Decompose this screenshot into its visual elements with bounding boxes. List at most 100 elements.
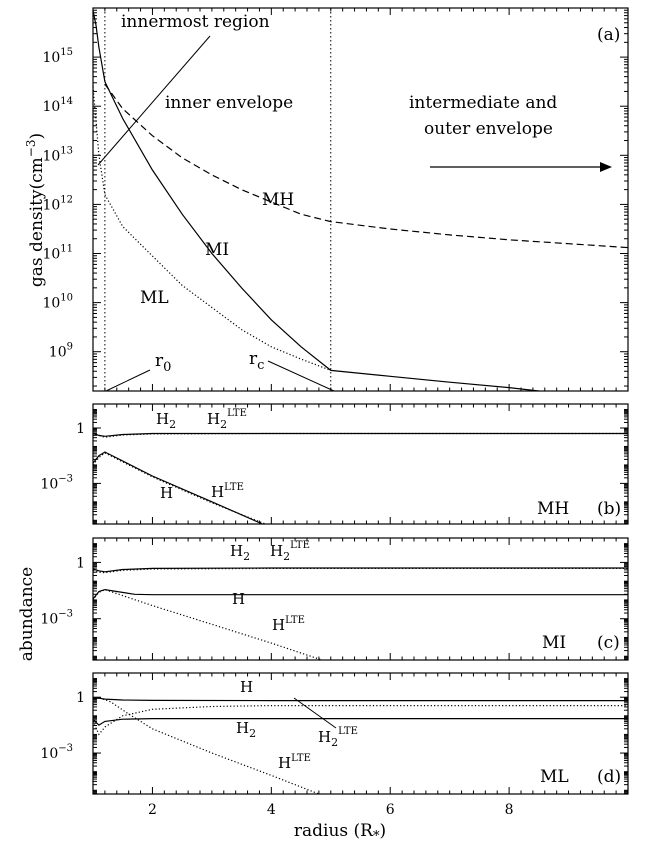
panel-d-ticks — [93, 673, 629, 794]
panel-d-label-HLTE-text: H — [278, 754, 291, 772]
series-label-MI: MI — [205, 240, 229, 260]
panel-d-label-HLTE: HLTE — [278, 753, 311, 772]
y-tick-label-exp: 12 — [60, 194, 73, 205]
panel-c-label-H2-sub: 2 — [243, 550, 250, 563]
panel-a-ylabel: gas density(cm−3) — [24, 133, 47, 287]
panel-b-label-H2LTE-text: H — [207, 410, 220, 428]
series-h-lte — [92, 696, 320, 795]
series-h2 — [92, 717, 628, 726]
y-tick-label-exp: −3 — [58, 473, 73, 484]
pointer-innermost — [97, 35, 211, 166]
x-axis-title: radius (R*) — [294, 821, 386, 844]
panel-b-label-H2-sub: 2 — [169, 418, 176, 431]
panel-d-label-H2LTE-sup: LTE — [338, 726, 358, 737]
y-tick-label-base: 10 — [42, 247, 60, 263]
series-mi — [92, 10, 539, 392]
panel-d-tick-labels: 1 10−3 2 4 6 8 — [40, 690, 513, 818]
panel-d-label-H2LTE-sub: 2 — [331, 736, 338, 749]
panel-b-label-H2LTE-sup: LTE — [227, 408, 247, 419]
y-tick-label-base: 10 — [42, 296, 60, 312]
panel-c-label-H2LTE: H2LTE — [270, 540, 310, 563]
series-h-lte — [92, 452, 266, 525]
panel-b-curves — [92, 432, 628, 525]
panel-b-label-H2LTE-sub: 2 — [220, 418, 227, 431]
panel-a-ticks — [93, 7, 629, 391]
x-tick-label: 4 — [267, 802, 276, 818]
panel-b-label-H2LTE: H2LTE — [207, 408, 247, 431]
panel-b-label-H2-text: H — [156, 410, 169, 428]
y-tick-label-exp: 10 — [60, 293, 73, 304]
panel-b-tick-labels: 1 10−3 — [40, 421, 85, 492]
panel-c-label-H2LTE-text: H — [270, 542, 283, 560]
panel-d-frame — [92, 672, 629, 795]
panel-d-label-H2-text: H — [236, 719, 249, 737]
x-axis-title-sub: * — [373, 829, 380, 844]
y-tick-label-exp: 14 — [60, 96, 73, 107]
y-tick-label-base: 10 — [42, 197, 60, 213]
series-h2-lte — [92, 567, 628, 574]
y-tick-label: 1013 — [42, 145, 73, 164]
y-tick-label: 109 — [49, 342, 73, 361]
panel-b: 110−3 (b) MH H2 H2LTE H HLTE — [40, 403, 629, 525]
x-tick-label: 8 — [505, 802, 514, 818]
panel-d-label: (d) — [597, 767, 621, 787]
series-h2 — [92, 432, 628, 437]
region-label-innermost: innermost region — [121, 12, 270, 32]
panel-b-label-HLTE-sup: LTE — [224, 482, 244, 493]
y-tick-label-exp: 15 — [60, 47, 73, 58]
series-h2-lte — [92, 704, 628, 736]
panel-a-curves — [92, 10, 629, 392]
y-tick-label-exp: 13 — [60, 145, 73, 156]
y-tick-label: 1012 — [42, 194, 73, 213]
y-tick-label: 1015 — [42, 47, 73, 66]
panel-b-label-HLTE: HLTE — [211, 482, 244, 501]
x-tick-label: 6 — [386, 802, 395, 818]
panel-a-label: (a) — [597, 25, 620, 45]
series-ml — [92, 86, 332, 371]
y-tick-label: 1 — [76, 555, 85, 571]
x-axis-title-close: ) — [379, 821, 386, 841]
panel-c-curves — [92, 567, 628, 661]
panel-b-frame — [92, 403, 629, 525]
panel-c-label-H2-text: H — [230, 542, 243, 560]
panel-a-frame — [92, 7, 629, 392]
y-tick-label: 10−3 — [40, 473, 73, 492]
panel-c-label-HLTE: HLTE — [272, 615, 305, 634]
panel-a-vlines — [104, 8, 332, 391]
panel-b-label: (b) — [597, 499, 621, 519]
panel-d-curves — [92, 696, 628, 795]
annotation-r0-text: r — [155, 351, 164, 371]
series-h — [92, 588, 628, 600]
series-label-MH: MH — [262, 190, 294, 210]
panel-b-label-H2: H2 — [156, 410, 176, 431]
panel-c-ylabel: abundance — [17, 567, 37, 661]
y-tick-label: 10−3 — [40, 743, 73, 762]
panel-c-model-label: MI — [542, 633, 566, 653]
series-mh — [104, 83, 629, 249]
y-tick-label-exp: 11 — [60, 244, 73, 255]
y-tick-label-base: 10 — [40, 476, 58, 492]
y-tick-label-exp: 9 — [67, 342, 73, 353]
y-tick-label: 1 — [76, 421, 85, 437]
panel-c-tick-labels: 1 10−3 — [40, 555, 85, 627]
panel-d-label-H2: H2 — [236, 719, 256, 740]
pointer-rc — [267, 360, 335, 392]
series-label-ML: ML — [140, 288, 169, 308]
panel-d-label-HLTE-sup: LTE — [291, 753, 311, 764]
series-h2 — [92, 567, 628, 573]
annotation-r0: r0 — [155, 351, 171, 375]
panel-c-label-H2: H2 — [230, 542, 250, 563]
annotation-rc: rc — [249, 349, 264, 373]
x-axis-title-text: radius (R — [294, 821, 374, 841]
region-label-inner: inner envelope — [165, 93, 293, 113]
panel-b-model-label: MH — [537, 499, 569, 519]
region-label-intermediate: intermediate and — [409, 93, 557, 113]
x-tick-label: 2 — [148, 802, 157, 818]
y-tick-label-base: 10 — [42, 148, 60, 164]
panel-a-ylabel-close: ) — [27, 133, 47, 140]
annotation-rc-text: r — [249, 349, 258, 369]
y-tick-label: 1010 — [42, 293, 73, 312]
